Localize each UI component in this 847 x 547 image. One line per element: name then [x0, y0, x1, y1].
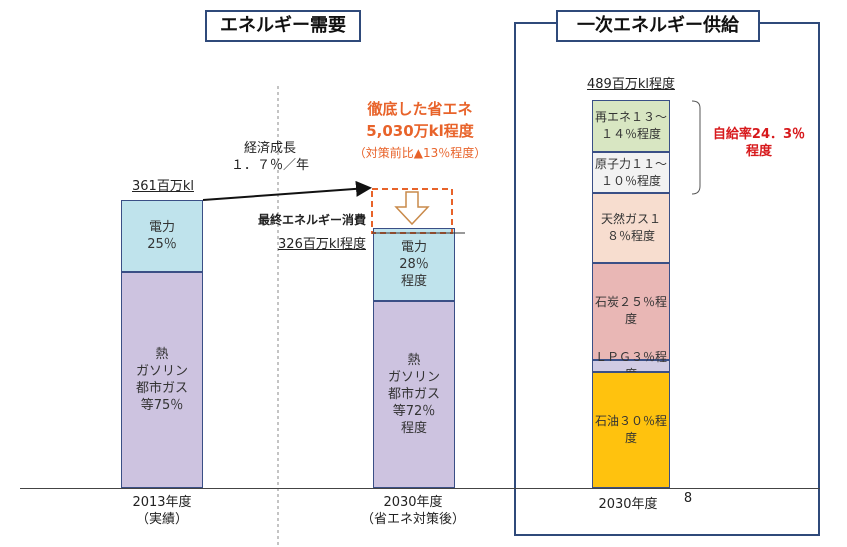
bar-segment-label: 都市ガス — [135, 381, 188, 396]
supply-segment-label: 石油３０％程度 — [594, 413, 667, 445]
supply-segment-label: 天然ガス１８％程度 — [600, 212, 661, 244]
bar-segment-electricity: 電力 28％ 程度 — [373, 227, 455, 301]
bar-segment-label: 熱 — [407, 352, 421, 368]
category-label-2013: 2013年度 （実績） — [132, 495, 192, 527]
bar-segment-label: 都市ガス — [387, 386, 440, 402]
supply-segment-natural_gas: 天然ガス１８％程度 — [592, 193, 670, 263]
bar-segment-label: 等75％ — [140, 398, 184, 413]
supply-segment-label: 再エネ１３～１４％程度 — [594, 110, 667, 142]
saving-down-arrow — [394, 191, 430, 226]
supply-heading: 一次エネルギー供給 — [556, 10, 760, 42]
bar-segment-electricity: 電力 25％ — [121, 200, 203, 272]
total-label-2030: 326百万kl程度 — [278, 237, 366, 252]
page-number: 8 — [683, 491, 693, 506]
total-label-2013: 361百万kl — [132, 179, 194, 194]
self-sufficiency-bracket — [691, 100, 701, 195]
bar-segment-label: 電力 — [400, 239, 427, 255]
bar-segment-heat: 熱ガソリン 都市ガス 等72％ 程度 — [373, 300, 455, 488]
supply-segment-label: 原子力１１～１０％程度 — [594, 156, 667, 188]
final-consumption-label: 最終エネルギー消費 — [257, 213, 366, 227]
supply-segment-renewable: 再エネ１３～１４％程度 — [592, 100, 670, 153]
supply-segment-label: 石炭２５％程度 — [594, 295, 667, 327]
bar-segment-label: 電力 — [148, 220, 175, 235]
growth-label: 経済成長 １．７％／年 — [230, 141, 309, 173]
total-label-supply: 489百万kl程度 — [587, 77, 675, 92]
supply-segment-oil: 石油３０％程度 — [592, 371, 670, 488]
self-sufficiency-label: 自給率24．3％ 程度 — [712, 127, 806, 159]
saving-callout: 徹底した省エネ 5,030万kl程度 （対策前比▲13％程度） — [353, 100, 487, 160]
category-label-2030-demand: 2030年度 （省エネ対策後） — [360, 495, 465, 527]
bar-segment-label: 等72％ — [392, 403, 436, 419]
supply-segment-coal: 石炭２５％程度 — [592, 262, 670, 360]
bar-segment-label: 25％ — [147, 237, 177, 252]
bar-segment-label: ガソリン — [387, 369, 440, 385]
supply-segment-nuclear: 原子力１１～１０％程度 — [592, 152, 670, 194]
bar-segment-label: 熱 — [155, 347, 169, 362]
bar-segment-label: 程度 — [400, 420, 427, 436]
bar-segment-label: 28％ — [399, 256, 429, 272]
baseline — [20, 488, 820, 489]
bar-segment-label: ガソリン — [135, 364, 188, 379]
bar-segment-heat: 熱ガソリン都市ガス等75％ — [121, 272, 203, 488]
demand-heading: エネルギー需要 — [205, 10, 361, 42]
category-label-2030-supply: 2030年度 — [598, 497, 658, 512]
divider-dashed-line — [277, 86, 279, 546]
bar-segment-label: 程度 — [400, 273, 427, 289]
